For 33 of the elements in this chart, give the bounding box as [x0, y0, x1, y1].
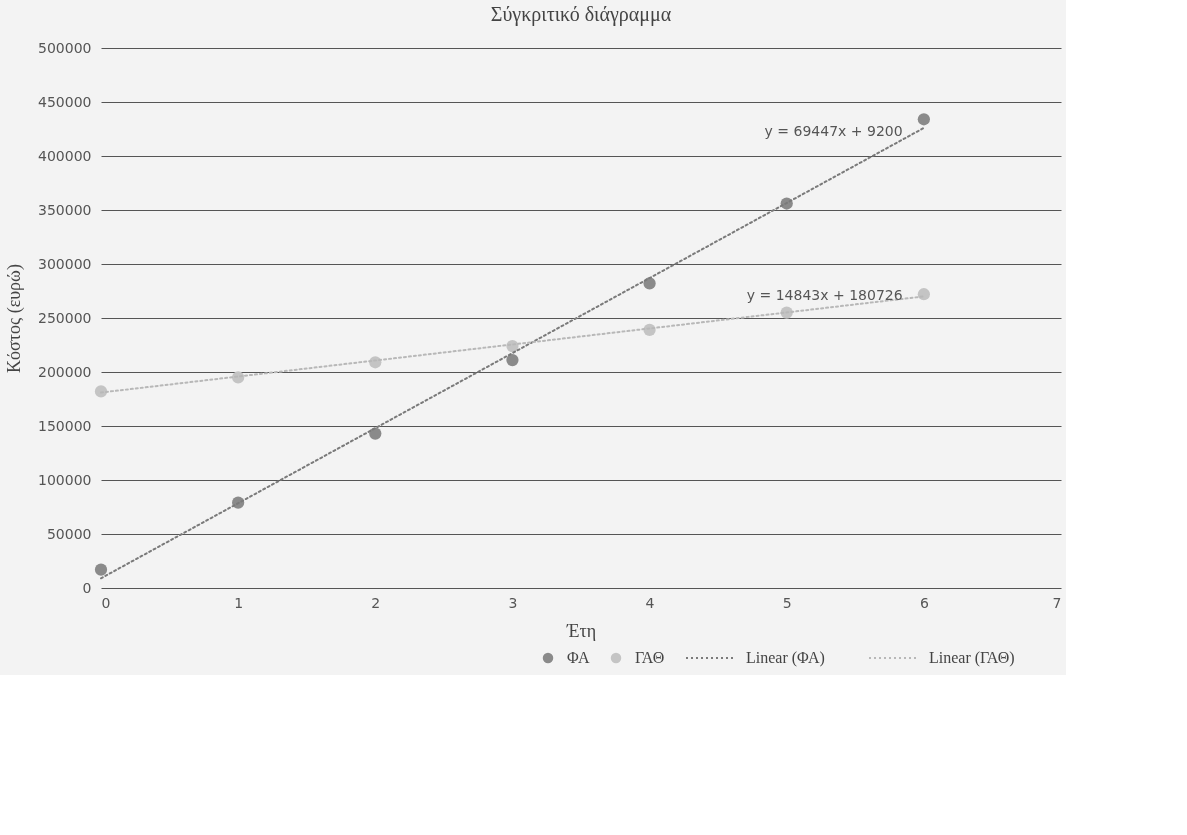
annotation: y = 14843x + 180726 — [746, 287, 903, 304]
x-tick-label: 6 — [919, 594, 929, 611]
y-axis-title: Κόστος (ευρώ) — [4, 264, 26, 373]
chart-title: Σύγκριτικό διάγραμμα — [490, 3, 672, 26]
y-tick-label: 250000 — [38, 309, 92, 326]
point — [917, 113, 930, 126]
annotation: y = 69447x + 9200 — [764, 122, 903, 139]
y-tick-label: 450000 — [38, 93, 92, 110]
y-tick-label: 100000 — [38, 471, 92, 488]
x-tick-label: 3 — [508, 594, 518, 611]
x-axis-title: Έτη — [565, 620, 597, 641]
point — [94, 563, 108, 576]
x-tick-label: 4 — [645, 594, 655, 611]
point — [917, 288, 930, 301]
x-tick-label: 7 — [1052, 594, 1062, 611]
x-tick-label: 1 — [234, 594, 244, 611]
legend-label: ΦΑ — [567, 649, 590, 666]
y-tick-label: 300000 — [38, 255, 92, 272]
y-tick-label: 150000 — [38, 417, 92, 434]
point — [369, 427, 382, 440]
point — [506, 354, 519, 367]
y-tick-label: 400000 — [38, 147, 92, 164]
y-tick-label: 200000 — [38, 363, 92, 380]
legend-label: ΓΑΘ — [635, 649, 665, 666]
legend-label: Linear (ΓΑΘ) — [929, 649, 1015, 667]
x-tick-label: 2 — [371, 594, 381, 611]
x-tick-label: 0 — [101, 594, 111, 611]
legend-label: Linear (ΦΑ) — [746, 649, 825, 667]
x-tick-label: 5 — [782, 594, 792, 611]
y-tick-label: 350000 — [38, 201, 92, 218]
y-tick-label: 500000 — [38, 39, 92, 56]
y-tick-label: 50000 — [46, 525, 92, 542]
y-tick-label: 0 — [82, 579, 92, 596]
